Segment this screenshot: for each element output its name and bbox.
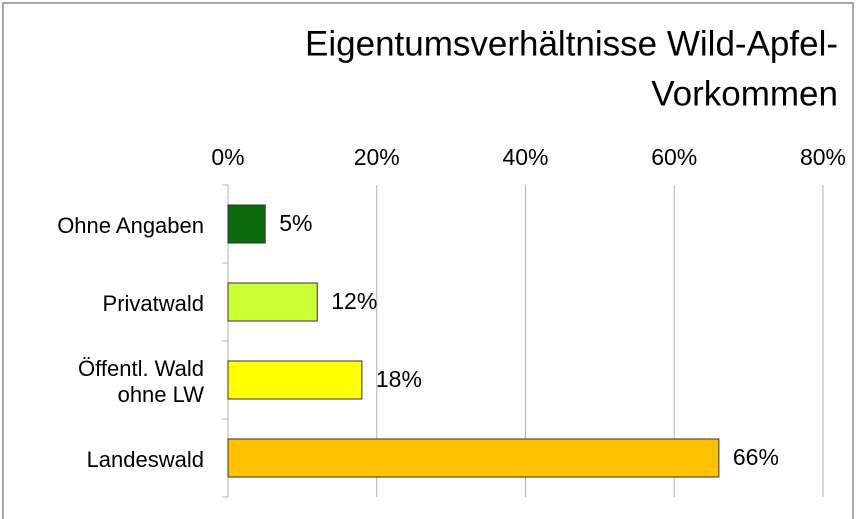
y-tick-label: Privatwald bbox=[102, 291, 204, 316]
y-tick-label: Landeswald bbox=[86, 447, 204, 472]
y-tick-label: Öffentl. Wald ohne LW bbox=[78, 356, 204, 407]
chart-title: Vorkommen bbox=[651, 74, 838, 113]
data-label: 66% bbox=[733, 444, 779, 470]
data-label: 5% bbox=[279, 210, 312, 236]
data-label: 18% bbox=[376, 366, 422, 392]
bar bbox=[227, 360, 363, 400]
chart-title: Eigentumsverhältnisse Wild-Apfel- bbox=[305, 24, 838, 63]
x-tick-label: 60% bbox=[651, 144, 697, 170]
y-tick-label: Ohne Angaben bbox=[57, 213, 204, 238]
bar bbox=[227, 438, 720, 478]
bar bbox=[227, 204, 266, 244]
x-tick-label: 20% bbox=[354, 144, 400, 170]
x-tick-label: 0% bbox=[211, 144, 244, 170]
x-tick-label: 80% bbox=[800, 144, 846, 170]
x-tick-label: 40% bbox=[502, 144, 548, 170]
bar bbox=[227, 282, 318, 322]
data-label: 12% bbox=[331, 288, 377, 314]
